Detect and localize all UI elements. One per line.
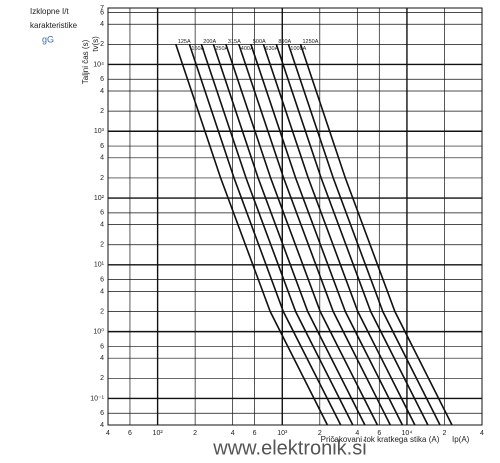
x-tick-label: 4 <box>106 430 110 437</box>
x-tick-label: 2 <box>318 430 322 437</box>
x-axis-title: Pričakovani tok kratkega stika (A) <box>321 435 440 444</box>
y-tick-label: 6 <box>100 410 104 417</box>
y-tick-label: 6 <box>100 143 104 150</box>
fuse-curve <box>188 44 342 426</box>
fuse-curve <box>175 44 329 426</box>
y-tick-label: 4 <box>100 422 104 429</box>
x-tick-label: 4 <box>355 430 359 437</box>
legend-label: 160A <box>191 46 204 52</box>
y-tick-label: 10³ <box>94 128 105 135</box>
fuse-curve <box>200 44 354 426</box>
y-tick-label: 4 <box>100 288 104 295</box>
y-tick-label: 6 <box>100 76 104 83</box>
y-tick-label: 6 <box>100 210 104 217</box>
y-tick-label: 2 <box>100 175 104 182</box>
subtitle: karakteristike <box>30 21 78 30</box>
x-tick-label: 10⁴ <box>402 430 413 437</box>
legend-label: 315A <box>228 39 241 45</box>
y-tick-label: 10⁻¹ <box>90 395 104 402</box>
fuse-curve <box>262 44 416 426</box>
legend-label: 630A <box>265 46 278 52</box>
y-tick-label: 2 <box>100 108 104 115</box>
x-tick-label: 10² <box>153 430 164 437</box>
y-tick-label: 4 <box>100 21 104 28</box>
fuse-curve <box>250 44 404 426</box>
subtitle: Izklopne I/t <box>30 7 69 16</box>
legend-label: 1000A <box>290 46 306 52</box>
fuse-curve <box>299 44 453 426</box>
y-axis-unit: tv(s) <box>91 36 100 52</box>
y-tick-label: 4 <box>100 221 104 228</box>
x-tick-label: 6 <box>377 430 381 437</box>
y-tick-label: 4 <box>100 155 104 162</box>
subtitle: gG <box>42 34 54 44</box>
y-tick-label: 2 <box>100 242 104 249</box>
x-tick-label: 10³ <box>277 430 288 437</box>
y-tick-label: 10⁰ <box>93 327 104 335</box>
y-tick-label: 6 <box>100 276 104 283</box>
y-tick-label: 2 <box>100 308 104 315</box>
y-tick-label: 4 <box>100 88 104 95</box>
fuse-curve <box>275 44 429 426</box>
x-tick-label: 4 <box>231 430 235 437</box>
legend-label: 125A <box>178 39 191 45</box>
fuse-curve <box>238 44 392 426</box>
y-tick-label: 6 <box>100 9 104 16</box>
legend-label: 250A <box>215 46 228 52</box>
x-tick-label: 2 <box>193 430 197 437</box>
y-tick-label: 10¹ <box>94 262 105 269</box>
fuse-curve <box>225 44 379 426</box>
legend-label: 200A <box>203 39 216 45</box>
legend-label: 1250A <box>302 39 318 45</box>
y-tick-label: 10⁴ <box>93 61 104 68</box>
watermark: www.elektronik.si <box>212 437 366 459</box>
legend-label: 800A <box>278 39 291 45</box>
fuse-curve <box>212 44 366 426</box>
y-tick-label: 6 <box>100 343 104 350</box>
legend-label: 400A <box>241 46 254 52</box>
x-tick-label: 4 <box>480 430 484 437</box>
x-tick-label: 6 <box>128 430 132 437</box>
fuse-curve <box>287 44 441 426</box>
y-tick-label: 2 <box>100 375 104 382</box>
y-tick-label: 7 <box>100 5 104 12</box>
x-tick-label: 2 <box>443 430 447 437</box>
x-axis-unit: Ip(A) <box>452 435 470 444</box>
y-axis-title: Taljni čas (s) <box>81 39 90 84</box>
y-tick-label: 4 <box>100 355 104 362</box>
x-tick-label: 6 <box>253 430 257 437</box>
y-tick-label: 2 <box>100 41 104 48</box>
y-tick-label: 10² <box>94 195 105 202</box>
legend-label: 500A <box>253 39 266 45</box>
